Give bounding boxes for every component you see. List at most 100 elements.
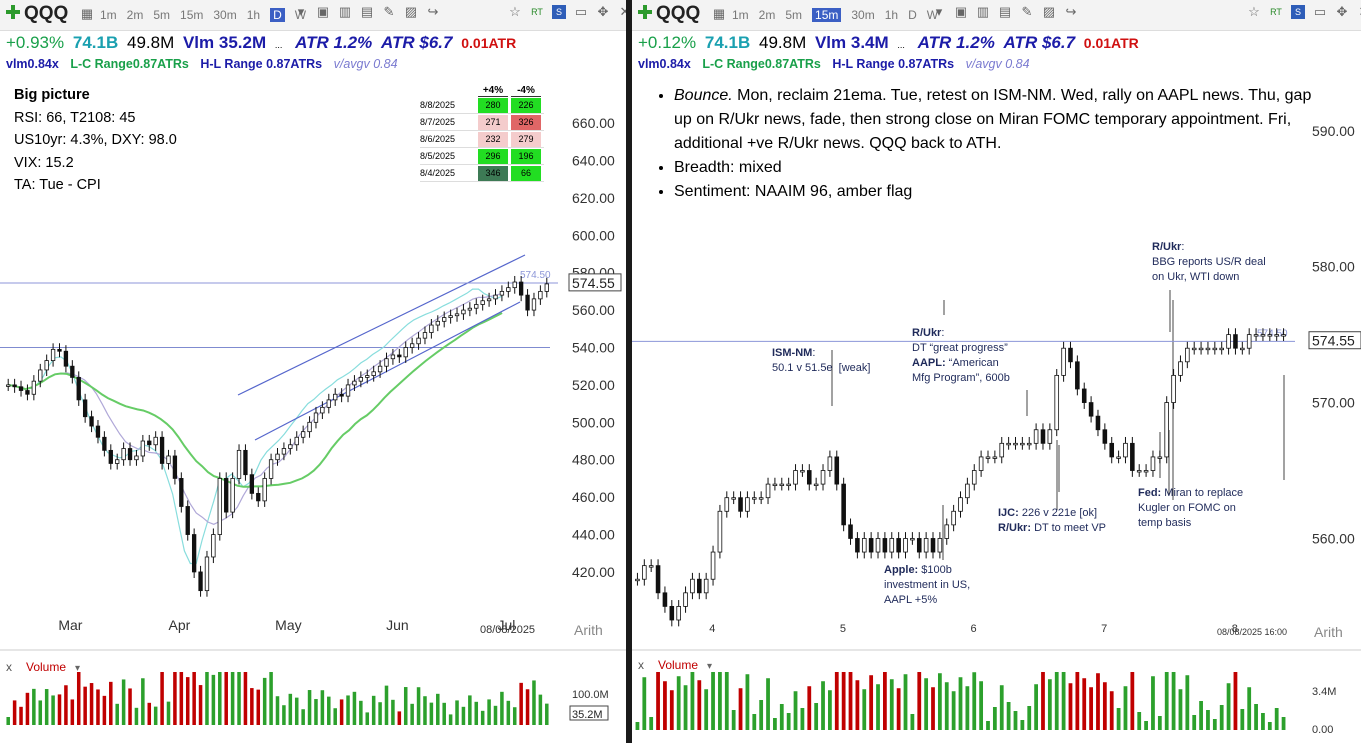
tf-5m[interactable]: 5m: [153, 8, 171, 22]
stats-row: +0.93% 74.1B 49.8M Vlm 35.2M ... ATR 1.2…: [6, 33, 520, 53]
share-icon[interactable]: ↪: [427, 4, 439, 19]
image-icon[interactable]: ▨: [1042, 4, 1056, 19]
tf-d[interactable]: D: [908, 8, 917, 22]
volume-bar: [882, 672, 887, 730]
tf-1h[interactable]: 1h: [246, 8, 261, 22]
volume-bar: [1171, 672, 1176, 730]
candle-body: [38, 369, 43, 382]
volume-bar: [109, 681, 113, 725]
close-icon[interactable]: ✕: [619, 4, 626, 19]
volume-bar: [500, 691, 504, 725]
volume-bar: [32, 688, 36, 725]
rt-icon[interactable]: RT: [531, 7, 543, 17]
volume-bar: [1137, 712, 1142, 730]
candle-body: [662, 592, 668, 607]
tv-icon[interactable]: ▣: [954, 4, 968, 19]
volume-bar: [1261, 713, 1265, 730]
volume-bar: [958, 677, 963, 730]
pencil-icon[interactable]: ✎: [383, 4, 395, 19]
add-icon[interactable]: [5, 4, 21, 20]
calculator-icon[interactable]: ▤: [360, 4, 374, 19]
sv-icon[interactable]: S: [552, 5, 566, 19]
tf-5m[interactable]: 5m: [785, 8, 803, 22]
volume-bar: [153, 706, 158, 725]
volume-bar: [1082, 678, 1087, 730]
star-icon[interactable]: ☆: [1248, 4, 1260, 19]
notes-line: RSI: 66, T2108: 45: [14, 109, 136, 126]
volume-bar: [731, 710, 736, 730]
ann-text: Miran to replace Kugler on FOMC on temp …: [1138, 487, 1244, 529]
vlm-ratio: vlm0.84x: [638, 57, 691, 71]
volume-bar: [1013, 711, 1018, 730]
tf-w[interactable]: W: [926, 8, 939, 22]
bars-icon[interactable]: ▥: [338, 4, 352, 19]
rt-icon[interactable]: RT: [1270, 7, 1282, 17]
volume-bar: [397, 711, 402, 725]
symbol-label[interactable]: QQQ: [656, 3, 701, 24]
move-icon[interactable]: ✥: [597, 4, 609, 19]
candle-body: [648, 565, 654, 568]
grid-icon[interactable]: ▦: [80, 6, 94, 21]
volume-bar: [663, 681, 667, 730]
sv-icon[interactable]: S: [1291, 5, 1305, 19]
bars-icon[interactable]: ▥: [976, 4, 990, 19]
symbol-label[interactable]: QQQ: [24, 3, 69, 24]
volume-bar: [1192, 715, 1197, 730]
tv-icon[interactable]: ▣: [316, 4, 330, 19]
tf-1h[interactable]: 1h: [884, 8, 899, 22]
stats-row: +0.12% 74.1B 49.8M Vlm 3.4M ... ATR 1.2%…: [638, 33, 1143, 53]
candle-body: [243, 449, 248, 476]
tf-15m[interactable]: 15m: [180, 8, 204, 22]
tf-2m[interactable]: 2m: [126, 8, 144, 22]
volume-bar: [12, 700, 17, 725]
tf-1m[interactable]: 1m: [732, 8, 749, 22]
volume-bar: [423, 696, 427, 725]
stats-row-2: vlm0.84x L-C Range0.87ATRs H-L Range 0.8…: [6, 57, 406, 71]
volume-bar: [70, 699, 75, 725]
tf-30m[interactable]: 30m: [213, 8, 237, 22]
ref-line-label: 574.50: [520, 270, 551, 281]
x-tick-label: 7: [1101, 623, 1107, 635]
stats-row-2: vlm0.84x L-C Range0.87ATRs H-L Range 0.8…: [638, 57, 1038, 71]
volume-bar: [1034, 684, 1039, 730]
y-tick-label: 660.00: [572, 115, 615, 131]
share-icon[interactable]: ↪: [1065, 4, 1077, 19]
candle-body: [1054, 374, 1060, 431]
note-bullet: Bounce. Mon, reclaim 21ema. Tue, retest …: [674, 84, 1332, 156]
volume-bar: [992, 707, 997, 730]
last-price-box: [1308, 331, 1361, 350]
tf-d[interactable]: D: [270, 8, 285, 22]
candle-body: [910, 538, 915, 541]
candle-body: [1130, 442, 1135, 471]
candle-body: [1026, 442, 1032, 446]
volume-bar: [669, 690, 674, 730]
add-icon[interactable]: [637, 4, 653, 20]
close-icon[interactable]: ✕: [1357, 5, 1361, 19]
tf-15m[interactable]: 15m: [812, 8, 842, 22]
volume-bar: [1226, 683, 1231, 730]
ann-head: AAPL:: [912, 357, 946, 369]
tf-2m[interactable]: 2m: [758, 8, 776, 22]
dropdown-icon[interactable]: ▾: [935, 4, 943, 19]
candle-body: [153, 436, 158, 446]
candle-body: [134, 455, 139, 461]
window-icon[interactable]: ▭: [574, 4, 588, 19]
move-icon[interactable]: ✥: [1336, 4, 1348, 19]
volume-bar: [690, 672, 695, 730]
y-tick-label: 580.00: [1312, 259, 1355, 275]
window-icon[interactable]: ▭: [1313, 4, 1327, 19]
calculator-icon[interactable]: ▤: [998, 4, 1012, 19]
volume-bar: [365, 712, 370, 725]
pencil-icon[interactable]: ✎: [1021, 4, 1033, 19]
tf-w[interactable]: W: [294, 8, 307, 22]
tf-1m[interactable]: 1m: [100, 8, 117, 22]
star-icon[interactable]: ☆: [509, 4, 521, 19]
image-icon[interactable]: ▨: [404, 4, 418, 19]
volume-bar: [1089, 687, 1093, 730]
candle-body: [82, 399, 88, 418]
dropdown-icon[interactable]: ▾: [297, 4, 305, 19]
volume-bar: [1212, 719, 1217, 730]
tf-30m[interactable]: 30m: [851, 8, 875, 22]
grid-icon[interactable]: ▦: [712, 6, 726, 21]
volume-bar: [230, 672, 235, 725]
